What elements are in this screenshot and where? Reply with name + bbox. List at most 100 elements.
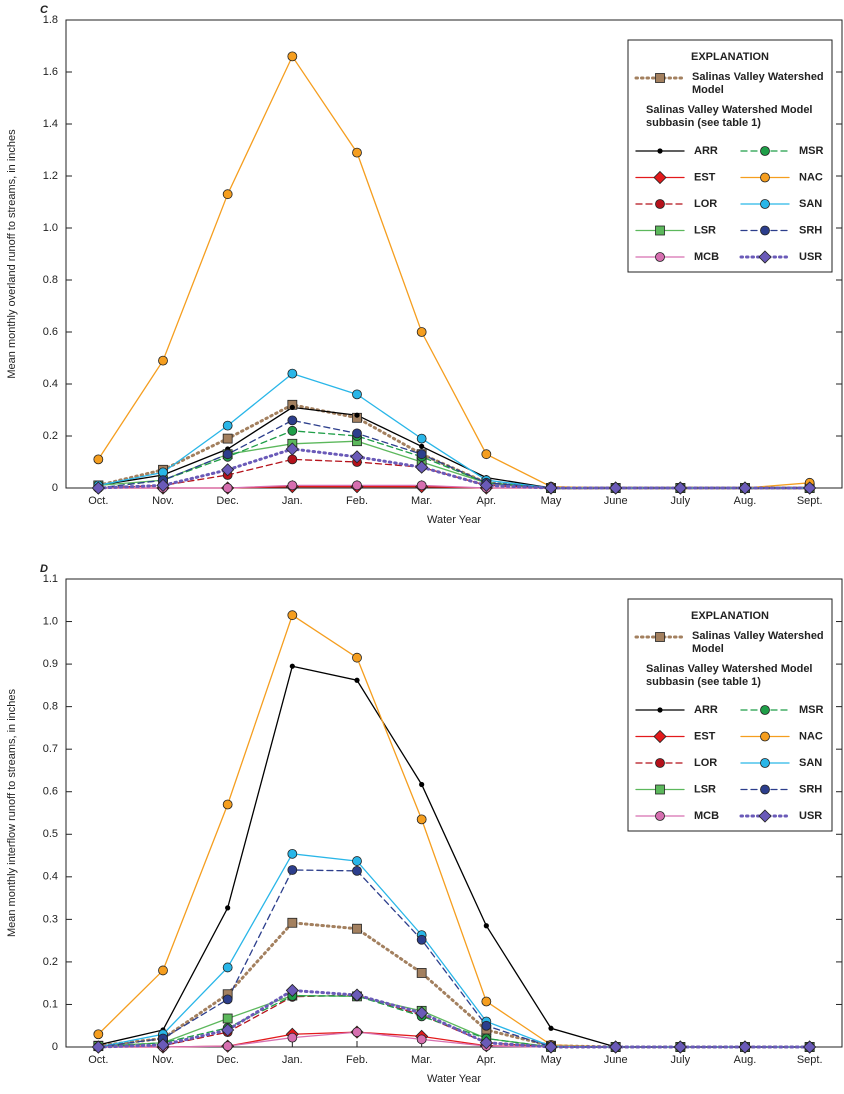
series-line [97,419,811,489]
data-point [352,1027,362,1038]
data-point [479,478,493,492]
legend-marker [760,705,770,715]
legend-label: MSR [799,145,824,157]
y-tick-label: 0.8 [43,701,58,713]
x-tick-label: Feb. [346,1054,368,1066]
data-point [483,923,489,929]
data-point [481,449,492,460]
legend-label-box: Salinas Valley Watershed Model [692,630,824,655]
legend-label: MCB [694,251,719,263]
data-point [415,1006,429,1020]
x-tick-label: Nov. [152,495,174,507]
legend-label: EST [694,730,716,742]
legend-marker [760,172,770,183]
series-line [97,994,811,1048]
y-tick-label: 1.2 [43,170,58,182]
data-point [416,480,427,491]
panel-label: C [40,4,49,16]
data-point [416,1034,427,1045]
data-point [481,1020,492,1031]
x-tick-label: Jan. [282,495,303,507]
data-point [287,454,298,465]
x-tick-label: Oct. [88,1054,108,1066]
y-tick-label: 1.0 [43,222,58,234]
legend-marker [653,170,667,185]
legend-marker [760,146,770,156]
x-tick-label: Dec. [216,495,239,507]
y-tick-label: 0.6 [43,326,58,338]
x-tick-label: Jan. [282,1054,303,1066]
data-point [481,996,492,1007]
y-tick-label: 0.1 [43,998,58,1010]
data-point [738,1040,752,1054]
legend-label: NAC [799,171,823,183]
data-point [352,865,362,876]
data-point [479,1036,493,1050]
data-point [222,962,233,973]
data-point [287,368,298,379]
data-point [416,433,427,444]
legend-title: EXPLANATION [691,610,769,622]
data-point [416,934,427,945]
y-tick-label: 0 [52,482,58,494]
legend-subtitle: Salinas Valley Watershed Model subbasin … [646,663,813,688]
data-point [352,389,362,400]
series-line [97,1031,811,1048]
series-line [97,994,811,1048]
data-point [416,449,427,460]
series-line [97,869,811,1048]
data-point [287,415,298,426]
legend-label: SAN [799,198,822,210]
y-tick-label: 0.3 [43,913,58,925]
y-tick-label: 1.6 [43,66,58,78]
legend-marker [760,758,770,768]
data-point [287,917,298,928]
x-tick-label: May [541,495,562,507]
legend-marker [655,199,665,209]
data-point [352,428,362,439]
legend-marker [760,731,770,742]
data-point [287,865,298,875]
legend-marker [655,758,665,768]
data-point [222,799,233,810]
data-point [287,425,298,436]
x-axis-title: Water Year [427,514,481,526]
y-tick-label: 0.5 [43,828,58,840]
data-point [287,1032,298,1043]
data-point [354,412,360,418]
y-tick-label: 0.4 [43,871,58,883]
legend-label: LSR [694,783,716,795]
y-axis-title: Mean monthly interflow runoff to streams… [6,688,18,937]
x-tick-label: Oct. [88,495,108,507]
data-point [287,848,298,859]
series-line [97,995,811,1048]
x-tick-label: Mar. [411,1054,432,1066]
legend-marker [655,811,665,821]
data-point [609,1040,623,1054]
data-point [803,481,817,495]
data-point [156,478,170,492]
data-point [352,652,362,663]
data-point [222,189,233,200]
legend-marker [657,707,663,713]
series-line [96,447,812,490]
series-line [96,988,812,1049]
data-point [548,1025,554,1031]
legend-marker [655,225,665,236]
data-point [352,147,362,158]
y-axis-title: Mean monthly overland runoff to streams,… [6,129,18,379]
legend-label-box: Salinas Valley Watershed Model [692,71,824,96]
data-point [93,1029,104,1040]
x-axis-title: Water Year [427,1073,481,1085]
legend-label: SAN [799,757,822,769]
data-point [222,483,233,493]
data-point [93,454,104,465]
data-point [287,480,298,491]
legend-label: EST [694,171,716,183]
data-point [673,1040,687,1054]
data-point [350,450,364,464]
data-point [352,856,362,866]
legend-label: USR [799,810,822,822]
legend-label: Salinas Valley Watershed Model [692,71,824,96]
